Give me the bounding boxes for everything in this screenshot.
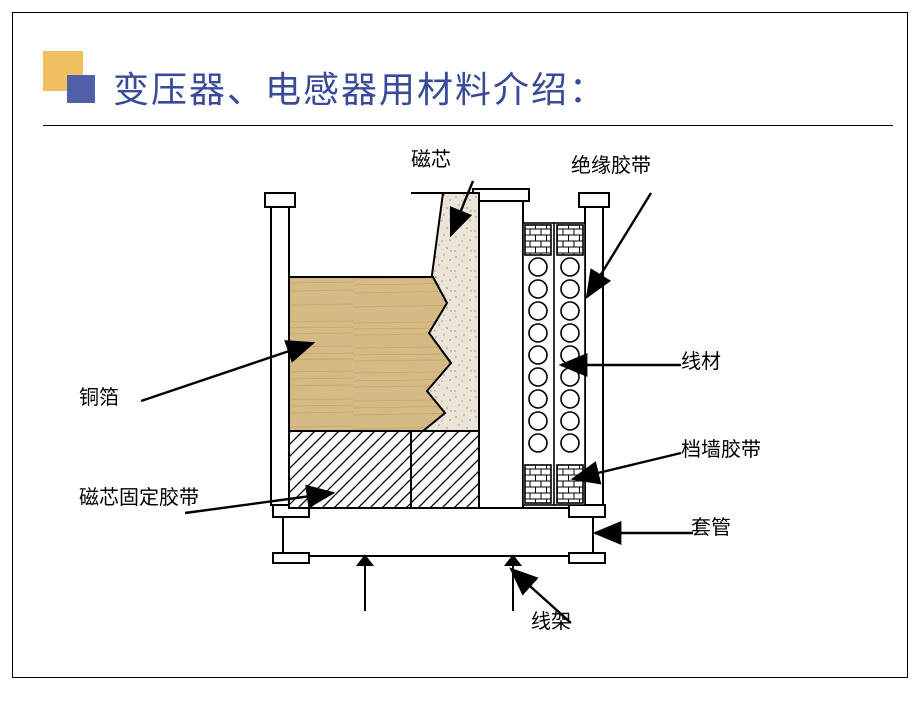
label-core-fix-tape: 磁芯固定胶带	[79, 485, 169, 511]
label-insulation-tape: 绝缘胶带	[571, 149, 651, 178]
label-bobbin: 线架	[531, 605, 571, 634]
slide-frame: 变压器、电感器用材料介绍：	[12, 12, 908, 678]
core-fixing-tape	[411, 431, 479, 508]
label-sleeve: 套管	[691, 511, 731, 540]
bobbin-center-column	[473, 189, 529, 508]
label-copper-foil: 铜箔	[79, 381, 119, 410]
pins	[358, 556, 520, 611]
bobbin-base	[273, 505, 605, 563]
label-wall-tape: 档墙胶带	[681, 433, 761, 462]
label-core: 磁芯	[411, 143, 451, 172]
label-wire: 线材	[681, 345, 721, 374]
transformer-diagram	[13, 13, 920, 703]
label-core-fix-tape-text: 磁芯固定胶带	[79, 485, 169, 511]
copper-foil	[289, 277, 451, 431]
